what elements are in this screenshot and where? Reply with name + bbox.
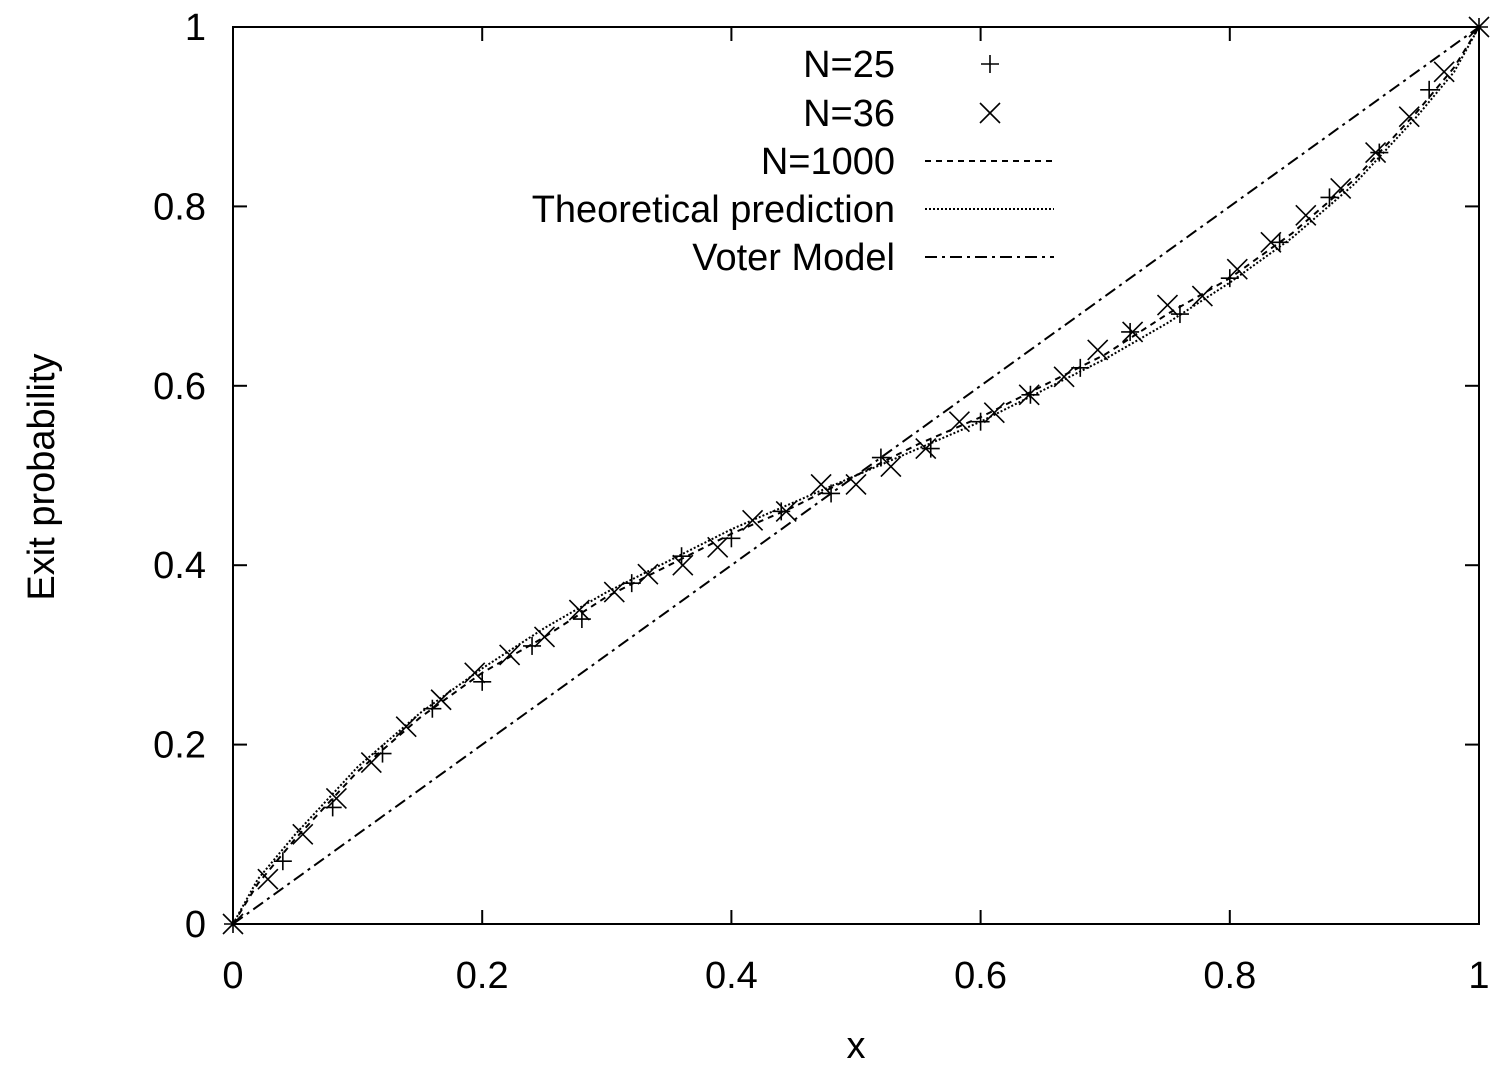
legend-item-n-36: N=36 xyxy=(803,93,1001,135)
ticks: 0 0.2 0.4 0.6 0.8 1 0 0.2 0.4 0.6 0.8 1 xyxy=(153,7,1489,997)
data-point xyxy=(1365,142,1387,164)
series-voter-model xyxy=(232,26,1480,925)
y-tick-label: 0.2 xyxy=(153,725,206,767)
legend: N=25 N=36 N=1000 Theoretical prediction Vote… xyxy=(532,44,1054,279)
legend-item-theoretical-prediction: Theoretical prediction xyxy=(532,189,1054,231)
x-tick-label: 0.4 xyxy=(705,955,758,997)
legend-label: N=1000 xyxy=(761,141,895,183)
legend-label: N=25 xyxy=(803,44,895,86)
data-point xyxy=(1295,204,1317,226)
x-tick-label: 0.8 xyxy=(1203,955,1256,997)
axes xyxy=(232,26,1480,925)
x-axis-label: x xyxy=(847,1025,866,1065)
data-point xyxy=(1053,366,1075,388)
data-point xyxy=(523,636,542,655)
x-tick-label: 0.6 xyxy=(954,955,1007,997)
data-point xyxy=(325,787,347,809)
legend-item-voter-model: Voter Model xyxy=(692,237,1054,279)
data-point xyxy=(1433,61,1455,83)
legend-item-n-25: N=25 xyxy=(803,44,999,86)
data-point xyxy=(1330,177,1352,200)
series xyxy=(222,16,1490,935)
data-point xyxy=(257,868,279,890)
data-point xyxy=(273,852,292,871)
legend-label: N=36 xyxy=(803,93,895,135)
data-point xyxy=(1121,322,1140,341)
y-axis-label: Exit probability xyxy=(21,353,63,600)
x-tick-label: 0.2 xyxy=(456,955,509,997)
y-tick-label: 0 xyxy=(185,904,206,946)
data-point xyxy=(707,536,729,558)
x-tick-label: 0 xyxy=(222,955,243,997)
data-point xyxy=(1226,258,1248,280)
legend-label: Voter Model xyxy=(692,237,895,279)
data-point xyxy=(775,500,797,522)
data-point xyxy=(373,744,392,763)
x-tick-label: 1 xyxy=(1468,955,1489,997)
data-point xyxy=(473,672,492,691)
legend-marker xyxy=(979,102,1001,124)
y-tick-label: 0.6 xyxy=(153,366,206,408)
plot-frame xyxy=(232,26,1480,925)
series-line xyxy=(232,26,1480,925)
y-tick-label: 1 xyxy=(185,7,206,49)
data-point xyxy=(672,554,694,576)
data-point xyxy=(880,455,902,478)
data-point xyxy=(292,823,314,845)
legend-item-n-1000: N=1000 xyxy=(761,141,1054,183)
data-point xyxy=(845,473,867,496)
data-point xyxy=(464,662,486,684)
data-point xyxy=(1156,294,1179,316)
data-point xyxy=(395,716,417,738)
data-point xyxy=(1087,339,1109,361)
data-point xyxy=(810,473,832,496)
data-point xyxy=(1021,385,1040,404)
data-point xyxy=(1398,106,1420,128)
data-point xyxy=(568,599,590,621)
series-n-36 xyxy=(222,16,1490,935)
data-point xyxy=(921,439,940,458)
data-point xyxy=(360,751,382,774)
data-point xyxy=(1320,188,1339,207)
legend-marker xyxy=(981,55,999,73)
y-tick-label: 0.4 xyxy=(153,545,206,587)
data-point xyxy=(722,529,741,548)
data-point xyxy=(499,644,521,666)
data-point xyxy=(672,547,691,566)
legend-label: Theoretical prediction xyxy=(532,189,895,231)
data-point xyxy=(533,626,556,648)
y-tick-label: 0.8 xyxy=(153,186,206,228)
